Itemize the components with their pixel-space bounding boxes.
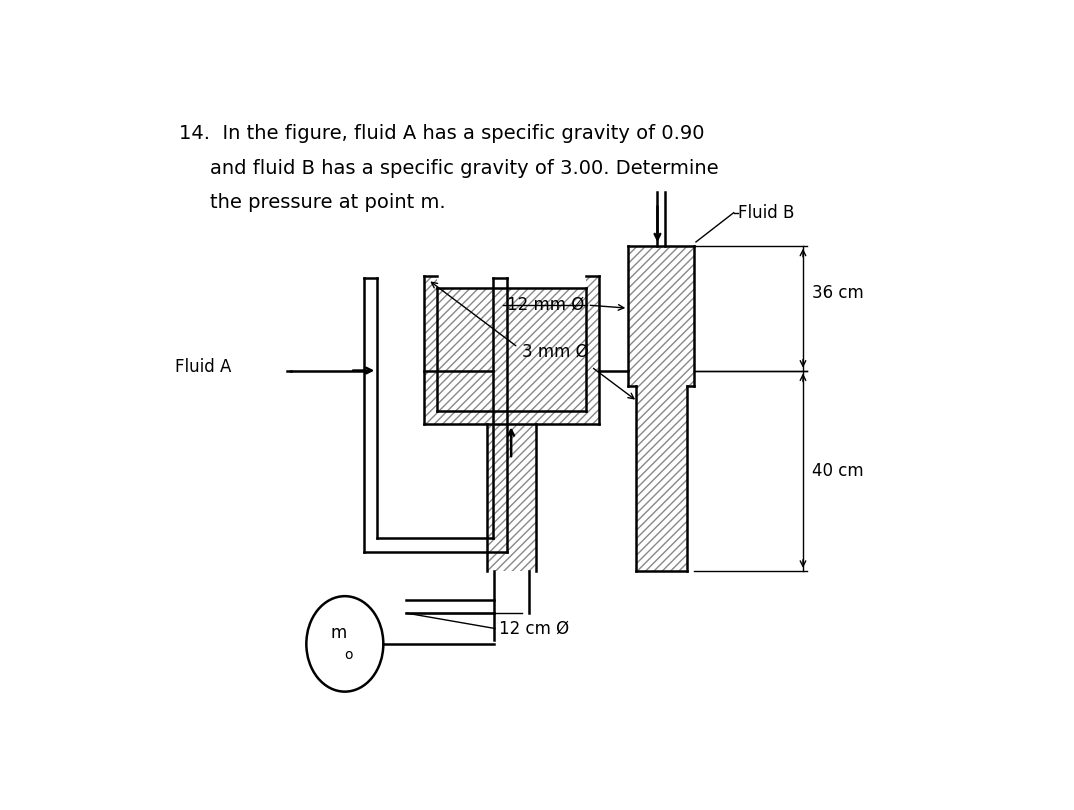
Text: 14.  In the figure, fluid A has a specific gravity of 0.90: 14. In the figure, fluid A has a specifi…	[179, 124, 705, 143]
Bar	[437, 288, 585, 411]
Bar	[636, 386, 686, 571]
Text: Fluid A: Fluid A	[175, 358, 232, 376]
Text: 36 cm: 36 cm	[812, 284, 863, 302]
Bar	[628, 245, 695, 386]
Bar	[424, 276, 437, 424]
Text: Fluid B: Fluid B	[738, 203, 794, 222]
Text: 12 mm Ø: 12 mm Ø	[507, 296, 584, 314]
Text: o: o	[345, 648, 353, 662]
Bar	[488, 424, 536, 571]
Text: 3 mm Ø: 3 mm Ø	[522, 343, 589, 360]
Bar	[585, 276, 599, 424]
Bar	[424, 411, 599, 424]
Text: 12 cm Ø: 12 cm Ø	[498, 620, 569, 637]
Text: the pressure at point m.: the pressure at point m.	[211, 194, 446, 212]
Text: m: m	[331, 625, 347, 642]
Text: 40 cm: 40 cm	[812, 462, 863, 480]
Text: and fluid B has a specific gravity of 3.00. Determine: and fluid B has a specific gravity of 3.…	[211, 159, 719, 178]
